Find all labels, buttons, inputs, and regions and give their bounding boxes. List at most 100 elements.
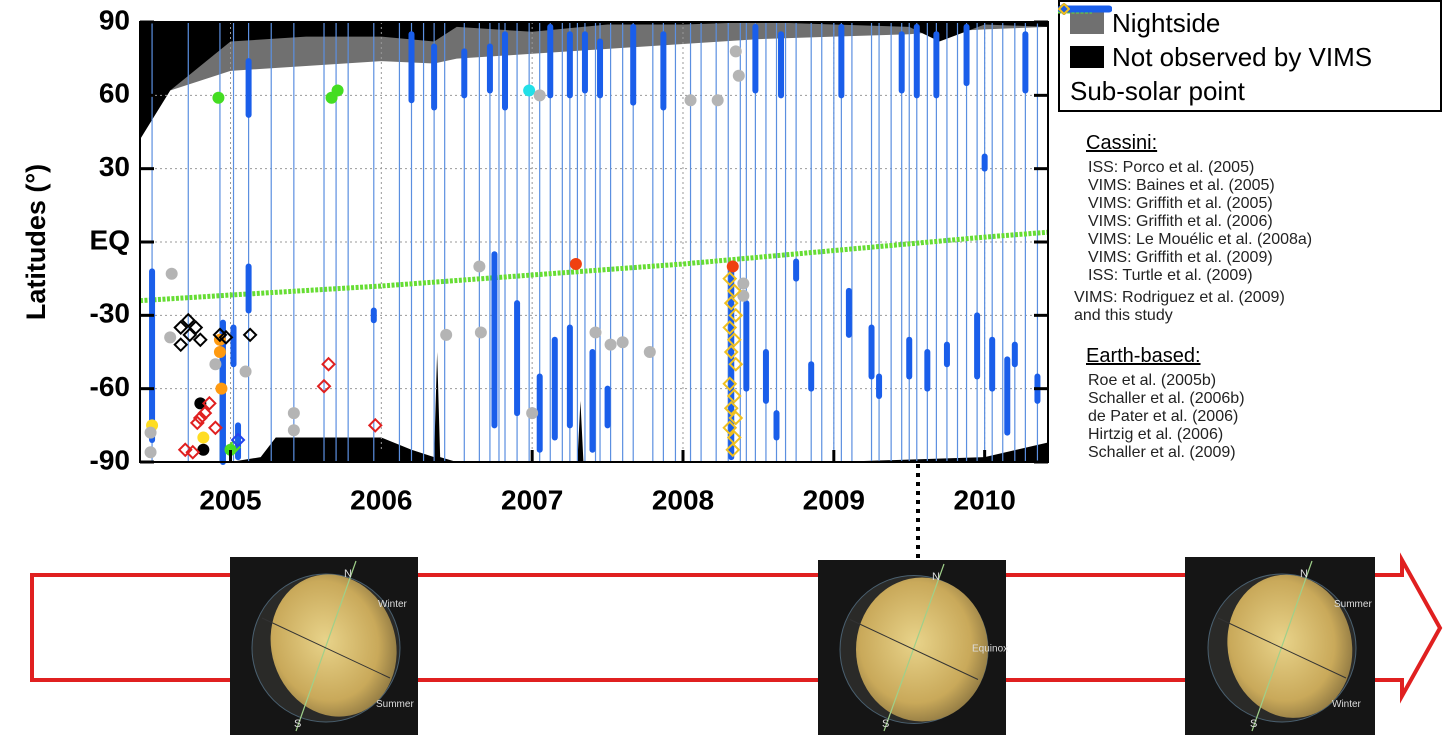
cloud-diamond [173,320,189,335]
cloud-point [726,260,739,273]
legend-entry: Schaller et al. (2006b) [1058,3,1442,408]
legend-entry: VIMS: Griffith et al. (2005) [1059,4,1442,213]
cloud-point [197,443,210,456]
titan-panel [1185,557,1375,735]
panel-label: S [1250,718,1257,730]
cloud-diamond [726,430,742,445]
x-tick-label: 2007 [501,484,563,515]
legend-list: Cassini: ISS: Porco et al. (2005) VIMS: Ba… [1058,3,1442,462]
legend-entry: VIMS: Griffith et al. (2006) [1059,4,1442,231]
cloud-point [213,346,226,358]
cloud-diamond [726,388,742,404]
legend-label: ISS: Porco et al. (2005) [1088,159,1255,176]
panel-label: Summer [1334,599,1372,610]
legend-label: Schaller et al. (2006b) [1088,390,1245,407]
legend-label: Not observed by VIMS [1112,41,1373,72]
cloud-diamond [722,271,738,287]
legend-label: Hirtzig et al. (2006) [1088,426,1224,443]
legend-label: VIMS: Griffith et al. (2006) [1088,213,1273,230]
titan-day [270,574,397,717]
legend-label: ISS: Turtle et al. (2009) [1088,267,1253,284]
unobserved-area [140,22,1048,140]
time-arrow [30,552,1443,704]
cloud-diamond [201,395,217,411]
cloud-point [737,277,750,290]
legend-swatch [1070,12,1104,34]
cloud-point [473,260,486,273]
cloud-point [589,326,602,339]
cloud-point [643,346,656,358]
cloud-diamond [189,415,205,431]
cloud-diamond [722,376,738,392]
y-axis-label: Latitudes (°) [21,164,51,320]
legend-swatch [1058,3,1070,15]
panel-label: N [344,568,352,580]
cloud-point [737,289,750,302]
legend-entry: Roe et al. (2005b) [1058,3,1442,390]
cloud-point [684,94,697,107]
legend: Nightside Not observed by VIMS Sub-solar p… [1058,0,1442,462]
cloud-point [526,407,539,420]
cloud-diamond [367,417,383,433]
cloud-diamond [177,442,193,458]
cloud-diamond [728,307,744,323]
cloud-point [616,336,629,349]
cloud-diamond [722,420,738,436]
cloud-diamond [173,337,189,353]
y-tick-label: EQ [90,224,130,255]
cloud-diamond [722,320,738,335]
legend-entry: VIMS: Le Mouélic et al. (2008a) [1059,4,1442,249]
cloud-point [144,446,157,459]
cloud-diamond [726,332,742,348]
legend-label: VIMS: Griffith et al. (2009) [1088,249,1273,266]
panel-label: Winter [1332,699,1362,710]
legend-entry: Hirtzig et al. (2006) [1058,3,1442,444]
legend-label: VIMS: Baines et al. (2005) [1088,177,1275,194]
titan-night [1207,573,1357,723]
panel-label: N [1300,568,1308,580]
legend-label: VIMS: Rodriguez et al. (2009) and this s… [1074,289,1285,324]
cloud-point [729,45,742,58]
cloud-diamond [197,405,213,421]
panels: N S Winter Summer N S Equinox N S Summer Winter [230,557,1375,735]
titan-day [1227,574,1353,718]
cloud-point [212,91,225,104]
legend-box: Nightside Not observed by VIMS Sub-solar p… [1058,0,1442,112]
cloud-diamond [725,442,741,458]
legend-group-title: Cassini: [1086,132,1158,154]
cloud-point [209,358,222,371]
titan-day [856,577,988,722]
legend-entry: VIMS: Rodriguez et al. (2009) and this s… [1058,5,1442,325]
panel-label: Equinox [972,644,1008,655]
legend-marker [1058,3,1070,15]
titan-night [839,575,989,724]
legend-entry: VIMS: Griffith et al. (2009) [1059,4,1442,267]
cloud-point [732,69,745,82]
legend-label: VIMS: Griffith et al. (2005) [1088,195,1273,212]
panel-label: N [932,571,940,583]
x-tick-label: 2008 [652,484,714,515]
spin-axis [1251,560,1313,732]
y-tick-label: -30 [90,298,130,329]
cloud-point [287,424,300,437]
terminator [849,619,979,680]
cloud-point [165,267,178,280]
cloud-diamond [726,283,742,299]
legend-label: Roe et al. (2005b) [1088,372,1217,389]
y-tick-label: 90 [99,4,130,35]
cloud-diamond [316,378,332,394]
panel-label: Summer [376,699,414,710]
cloud-point [474,326,487,339]
cloud-diamond [242,327,258,343]
cloud-point [287,407,300,420]
legend-group-title: Earth-based: [1086,345,1201,367]
cloud-point [197,431,210,444]
cloud-diamond [208,420,223,436]
y-tick-label: 60 [99,78,130,109]
panel-label: S [294,718,301,730]
legend-label: Sub-solar point [1070,75,1245,106]
cloud-point [215,382,228,395]
cloud-diamond [218,329,234,345]
cloud-point [440,328,453,341]
legend-entry: ISS: Turtle et al. (2009) [1059,4,1442,285]
